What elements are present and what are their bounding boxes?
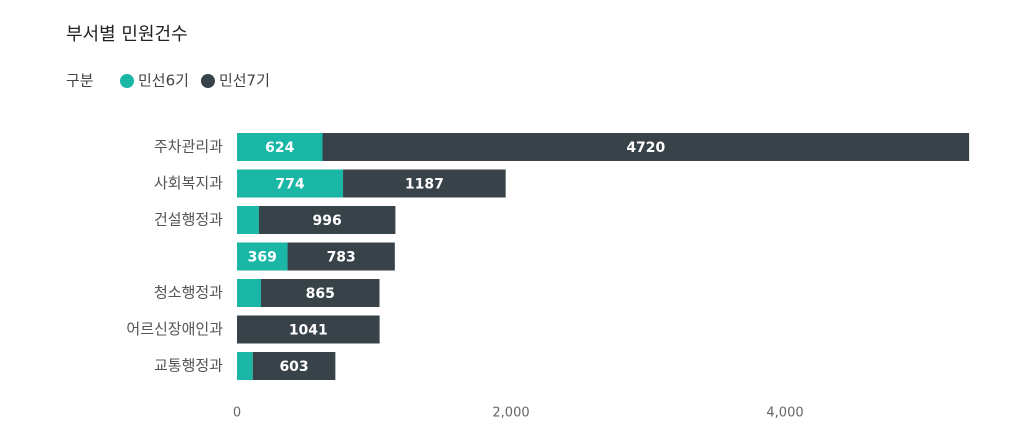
y-tick-label: 어르신장애인과 bbox=[126, 320, 223, 338]
y-tick-label: 사회복지과 bbox=[154, 174, 223, 192]
legend: 민선6기 민선7기 bbox=[120, 72, 270, 90]
legend-label: 민선7기 bbox=[219, 72, 270, 90]
x-tick-label: 4,000 bbox=[766, 406, 803, 421]
data-label: 1041 bbox=[289, 323, 328, 339]
bar-segment bbox=[237, 279, 261, 307]
bar-segment bbox=[237, 242, 288, 271]
legend-swatch bbox=[120, 74, 134, 88]
bar-segment bbox=[260, 279, 380, 307]
y-tick-label: 교통행정과 bbox=[154, 357, 223, 375]
legend-swatch bbox=[200, 74, 215, 88]
y-tick-label: 건설행정과 bbox=[154, 211, 223, 229]
chart-title: 부서별 민원건수 bbox=[66, 24, 188, 45]
bar-segment bbox=[237, 206, 259, 234]
data-label: 603 bbox=[279, 359, 308, 375]
data-label: 4720 bbox=[626, 140, 665, 156]
bar-segment bbox=[237, 169, 344, 198]
data-label: 783 bbox=[327, 250, 356, 266]
bar-segment bbox=[237, 133, 323, 161]
x-tick-label: 0 bbox=[233, 406, 241, 421]
data-label: 996 bbox=[313, 213, 342, 229]
bar-segment bbox=[237, 315, 380, 344]
y-tick-label: 청소행정과 bbox=[154, 284, 223, 302]
data-label: 774 bbox=[275, 177, 304, 193]
legend-label: 민선6기 bbox=[138, 72, 189, 90]
y-tick-label: 주차관리과 bbox=[154, 138, 223, 156]
bar-segment bbox=[237, 352, 253, 380]
bar-segment bbox=[322, 133, 970, 161]
bar-segment bbox=[343, 169, 506, 198]
data-label: 865 bbox=[306, 286, 335, 302]
bar-segment bbox=[252, 352, 336, 380]
data-label: 624 bbox=[265, 140, 294, 156]
data-label: 1187 bbox=[405, 177, 444, 193]
data-label: 369 bbox=[248, 250, 277, 266]
legend-title: 구분 bbox=[66, 72, 94, 90]
x-tick-label: 2,000 bbox=[492, 406, 529, 421]
bar-segment bbox=[258, 206, 396, 234]
bar-segment bbox=[287, 242, 395, 271]
